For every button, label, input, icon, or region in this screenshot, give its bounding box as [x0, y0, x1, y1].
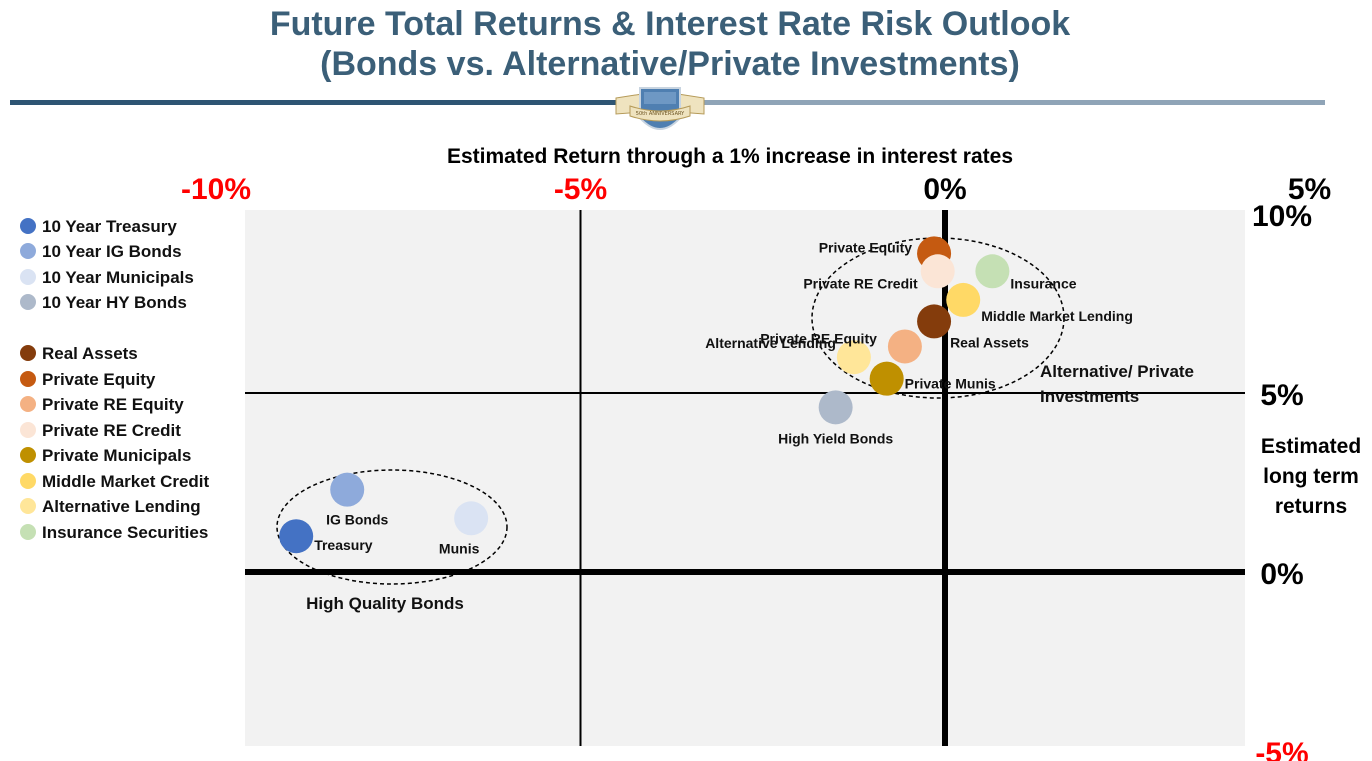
title-line-2: (Bonds vs. Alternative/Private Investmen…	[320, 45, 1020, 83]
data-point	[920, 254, 955, 289]
legend-label: Alternative Lending	[42, 497, 201, 516]
y-axis-title: Estimated long term returns	[1252, 432, 1370, 522]
x-tick-label: -5%	[554, 173, 607, 206]
x-tick-label: 0%	[923, 173, 966, 206]
y-tick-label: 0%	[1260, 558, 1303, 591]
data-point-label: IG Bonds	[326, 512, 388, 528]
data-point-label: Private RE Equity	[760, 330, 877, 346]
legend-marker-icon	[20, 294, 36, 310]
data-point-label: Private Munis	[905, 376, 996, 392]
legend-label: Private Equity	[42, 370, 156, 389]
data-point	[887, 329, 922, 364]
legend-label: Real Assets	[42, 344, 138, 363]
data-point-label: Private RE Credit	[803, 275, 918, 291]
legend-label: Private RE Equity	[42, 395, 184, 414]
badge-text: 50th ANNIVERSARY	[636, 111, 685, 117]
data-point-label: Real Assets	[950, 334, 1029, 350]
data-point	[975, 254, 1010, 289]
data-point-label: Private Equity	[819, 239, 913, 255]
legend-marker-icon	[20, 345, 36, 361]
legend-label: 10 Year IG Bonds	[42, 242, 182, 261]
data-point	[869, 361, 904, 396]
x-tick-label: -10%	[181, 173, 251, 206]
data-point-label: Middle Market Lending	[981, 308, 1133, 324]
data-point	[818, 390, 853, 425]
data-point-label: Alternative Lending	[705, 335, 836, 351]
legend-marker-icon	[20, 218, 36, 234]
y-axis-title-line-2: long term	[1263, 465, 1359, 488]
y-tick-label: 5%	[1260, 379, 1303, 412]
legend-marker-icon	[20, 473, 36, 489]
data-point	[330, 472, 365, 507]
y-axis-title-line-1: Estimated	[1260, 435, 1362, 458]
annotation-high-quality-bonds: High Quality Bonds	[306, 594, 464, 613]
title-line-1: Future Total Returns & Interest Rate Ris…	[269, 5, 1071, 43]
data-point	[836, 340, 871, 375]
data-point	[279, 519, 314, 554]
bonds-group-ellipse	[276, 469, 508, 585]
legend-marker-icon	[20, 396, 36, 412]
legend-label: Insurance Securities	[42, 523, 209, 542]
legend-label: 10 Year Treasury	[42, 217, 177, 236]
legend-label: Private Municipals	[42, 446, 192, 465]
chart-title: Future Total Returns & Interest Rate Ris…	[0, 4, 1340, 84]
title-rule-left	[10, 100, 622, 105]
y-tick-label: 10%	[1252, 200, 1312, 233]
legend-marker-icon	[20, 422, 36, 438]
legend-label: Middle Market Credit	[42, 472, 210, 491]
plot-area	[245, 210, 1245, 746]
legend-label: Private RE Credit	[42, 421, 181, 440]
legend-marker-icon	[20, 243, 36, 259]
data-point	[454, 501, 489, 536]
legend-label: 10 Year HY Bonds	[42, 293, 187, 312]
legend-marker-icon	[20, 371, 36, 387]
legend-marker-icon	[20, 447, 36, 463]
data-point-label: Insurance	[1010, 275, 1076, 291]
legend-label: 10 Year Municipals	[42, 268, 194, 287]
y-axis-title-line-3: returns	[1274, 495, 1348, 518]
y-tick-label: -5%	[1255, 737, 1308, 761]
x-axis-title: Estimated Return through a 1% increase i…	[447, 145, 1013, 168]
title-rule-right	[700, 100, 1325, 105]
data-point	[946, 282, 981, 317]
annotation-alternative: Alternative/ Private Investments	[1040, 362, 1194, 406]
legend-marker-icon	[20, 269, 36, 285]
data-point-label: Munis	[439, 540, 480, 556]
data-point-label: Treasury	[314, 537, 373, 553]
data-point-label: High Yield Bonds	[778, 430, 893, 446]
x-tick-label: 5%	[1288, 173, 1331, 206]
legend-marker-icon	[20, 498, 36, 514]
data-point	[917, 304, 952, 339]
legend-marker-icon	[20, 524, 36, 540]
anniversary-badge-icon: 50th ANNIVERSARY	[615, 87, 705, 130]
